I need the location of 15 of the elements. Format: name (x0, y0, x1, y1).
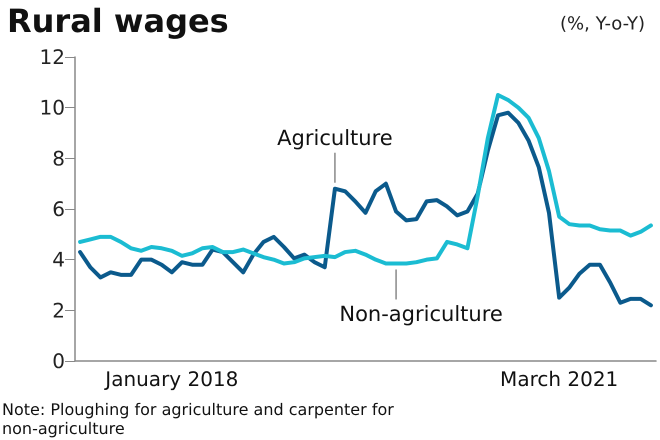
x-tick-label: March 2021 (500, 367, 618, 391)
y-tick-label: 12 (40, 45, 65, 69)
chart-subtitle: (%, Y-o-Y) (560, 14, 646, 34)
x-tick-label: January 2018 (103, 367, 238, 391)
line-series (78, 93, 653, 266)
text: Non-agriculture (339, 302, 503, 326)
text: Note: Ploughing for agriculture and carpenter for non-agriculture (2, 400, 399, 438)
chart-title: Rural wages (7, 2, 229, 40)
y-tick-label: 6 (52, 197, 65, 221)
y-tick-label: 0 (52, 349, 65, 373)
y-tick-label: 4 (52, 248, 65, 272)
y-tick-label: 10 (40, 96, 65, 120)
series-label: Agriculture (277, 126, 393, 150)
y-tick-label: 8 (52, 146, 65, 170)
y-tick-label: 2 (52, 298, 65, 322)
